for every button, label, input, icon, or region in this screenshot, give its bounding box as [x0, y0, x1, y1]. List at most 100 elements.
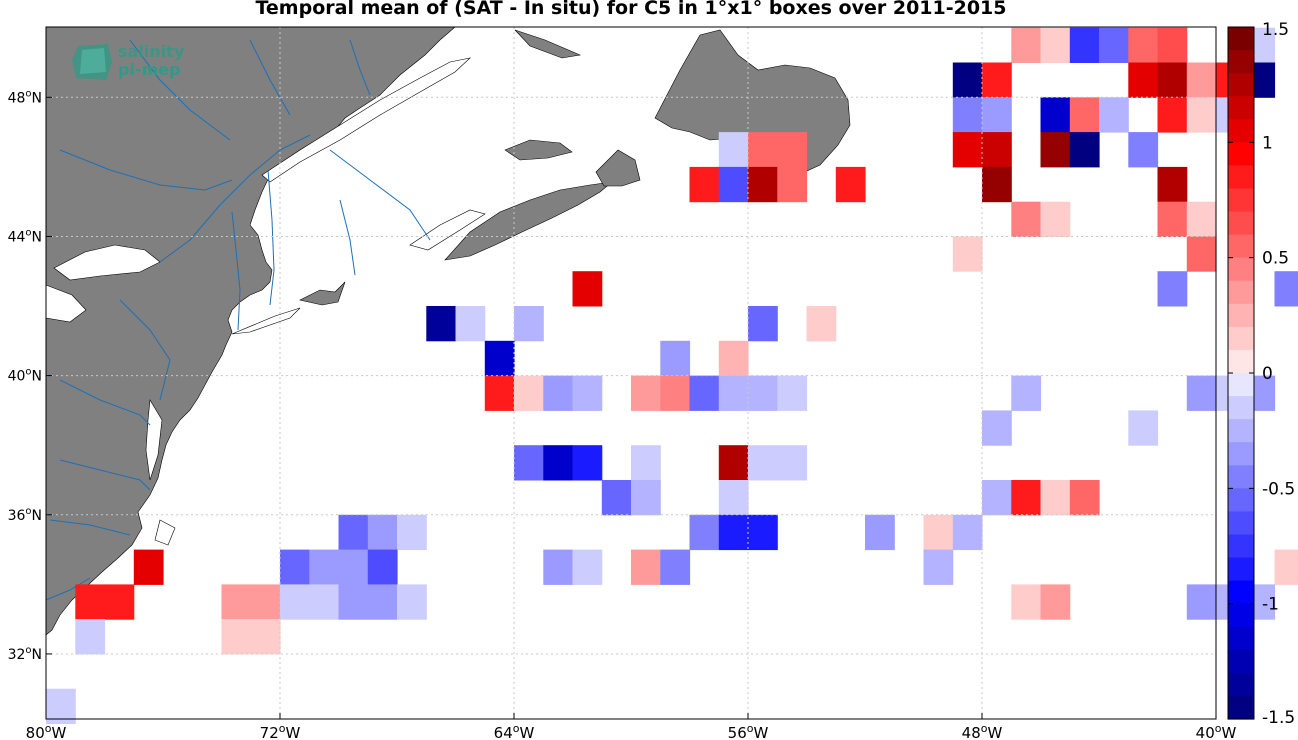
data-cell: [660, 549, 691, 585]
quebec-river-3: [349, 39, 371, 96]
susquehanna-river: [119, 299, 171, 401]
data-cell: [689, 166, 720, 203]
data-cell: [572, 375, 603, 411]
colorbar-swatch: [1228, 534, 1254, 559]
river-layer: [45, 39, 431, 601]
colorbar-swatch: [1228, 465, 1254, 489]
y-axis: 32oN 36oN 40oN 44oN 48oN: [8, 88, 52, 663]
colorbar-swatch: [1228, 257, 1254, 282]
data-cell: [1157, 27, 1188, 63]
colorbar-swatch: [1228, 27, 1254, 51]
colorbar-swatch: [1228, 211, 1254, 236]
data-cell: [952, 236, 983, 272]
data-cell: [1099, 27, 1129, 63]
x-tick-label: 80oW: [26, 722, 67, 740]
colorbar-swatch: [1228, 580, 1254, 605]
data-cell: [1186, 201, 1217, 237]
colorbar-swatch: [1228, 626, 1254, 651]
data-cell: [777, 132, 808, 168]
data-cell: [397, 584, 427, 620]
quebec-river-1: [129, 39, 231, 141]
data-cell: [484, 340, 515, 377]
logo-mark-icon: [72, 44, 112, 80]
data-cell: [1128, 132, 1159, 168]
data-cell: [46, 688, 76, 724]
data-cell: [1274, 549, 1298, 585]
data-cell: [718, 375, 749, 411]
st-lawrence-river: [159, 134, 311, 263]
data-cell: [952, 62, 983, 98]
st-lawrence-water: [261, 57, 471, 183]
colorbar-swatch: [1228, 142, 1254, 166]
penobscot-river: [339, 199, 356, 276]
colorbar-swatch: [1228, 672, 1254, 697]
data-cell: [806, 306, 837, 342]
logo-line-2: pi-mep: [118, 60, 181, 79]
anticosti-land: [514, 29, 582, 59]
data-cell: [1128, 27, 1159, 63]
colorbar-swatch: [1228, 488, 1254, 512]
x-tick-label: 72oW: [260, 722, 301, 740]
data-cell: [1157, 201, 1188, 237]
colorbar-tick-label: 1: [1262, 133, 1273, 153]
savannah-river: [45, 577, 91, 601]
y-tick-label: 40oN: [8, 367, 42, 385]
data-cell: [338, 584, 369, 620]
y-tick-label: 44oN: [8, 227, 42, 245]
data-cell: [1128, 410, 1159, 446]
data-cell: [75, 584, 106, 620]
data-cell: [689, 375, 720, 411]
data-cell: [601, 480, 632, 516]
x-tick-label: 64oW: [494, 722, 535, 740]
cape-cod-land: [299, 281, 346, 306]
data-cell: [338, 549, 369, 585]
data-cell: [982, 410, 1012, 446]
colorbar-swatch: [1228, 73, 1254, 97]
colorbar: 1.5 1 0.5 0 -0.5 -1 -1.5: [1227, 20, 1295, 728]
data-cell: [250, 584, 281, 620]
colorbar-swatch: [1228, 603, 1254, 628]
data-cells: [46, 27, 1298, 724]
grid-lines: [46, 27, 1216, 719]
data-cell: [1274, 271, 1298, 307]
data-cell: [1040, 97, 1071, 133]
data-cell: [718, 166, 749, 203]
data-cell: [1069, 132, 1100, 168]
data-cell: [1011, 375, 1042, 411]
cape-breton-land: [595, 149, 641, 187]
data-cell: [748, 445, 778, 481]
data-cell: [631, 375, 661, 411]
colorbar-tick-label: 1.5: [1262, 20, 1289, 40]
data-cell: [982, 97, 1012, 133]
data-cell: [543, 445, 574, 481]
data-cell: [660, 340, 691, 377]
colorbar-swatch: [1228, 442, 1254, 466]
colorbar-swatch: [1228, 649, 1254, 674]
colorbar-swatch: [1228, 165, 1254, 190]
data-cell: [748, 132, 778, 168]
data-cell: [280, 549, 310, 585]
pamlico-water: [154, 519, 176, 546]
logo-line-1: salinity: [118, 42, 185, 61]
data-cell: [631, 445, 661, 481]
data-cell: [514, 306, 544, 342]
data-cell: [1040, 201, 1071, 237]
data-cell: [1011, 201, 1042, 237]
data-cell: [367, 514, 398, 551]
data-cell: [1069, 27, 1100, 63]
colorbar-swatch: [1228, 349, 1254, 374]
data-cell: [1157, 271, 1188, 307]
data-cell: [1157, 62, 1188, 98]
y-tick-label: 36oN: [8, 506, 42, 524]
colorbar-swatch: [1228, 419, 1254, 443]
data-cell: [1157, 166, 1188, 203]
data-cell: [1040, 480, 1071, 516]
data-cell: [1011, 584, 1042, 620]
data-cell: [718, 480, 749, 516]
colorbar-swatch: [1228, 96, 1254, 120]
data-cell: [777, 166, 808, 203]
y-tick-label: 32oN: [8, 645, 42, 663]
potomac-river: [59, 379, 151, 426]
colorbar-swatch: [1228, 280, 1254, 305]
